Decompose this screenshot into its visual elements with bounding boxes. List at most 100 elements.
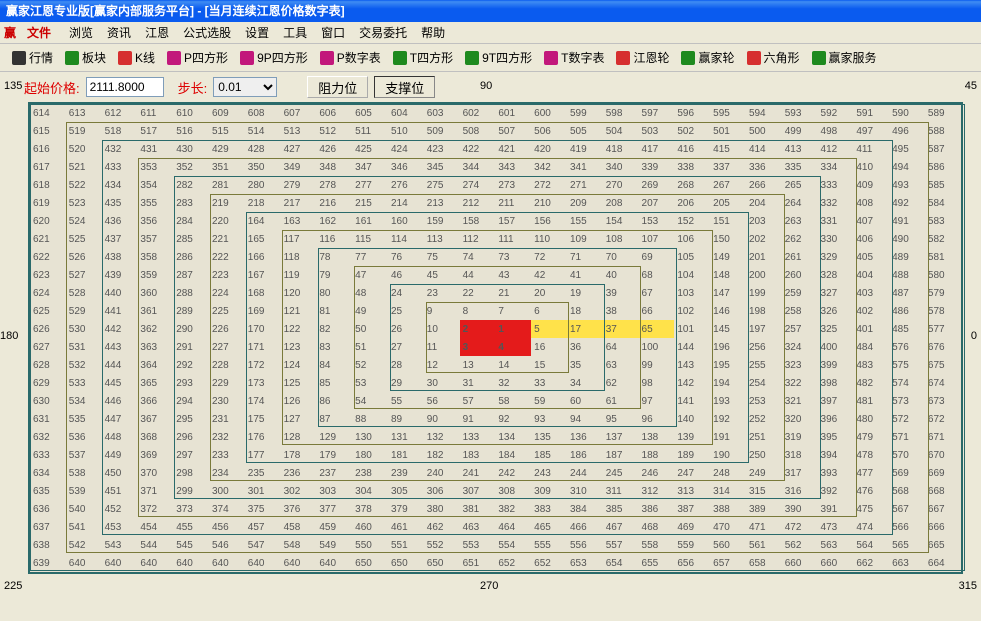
grid-cell[interactable]: 288	[173, 284, 209, 302]
grid-cell[interactable]: 420	[531, 140, 567, 158]
grid-cell[interactable]: 383	[531, 500, 567, 518]
grid-cell[interactable]: 290	[173, 320, 209, 338]
grid-cell[interactable]: 586	[925, 158, 961, 176]
grid-cell[interactable]: 654	[603, 554, 639, 572]
grid-cell[interactable]: 622	[30, 248, 66, 266]
grid-cell[interactable]: 554	[495, 536, 531, 554]
grid-cell[interactable]: 552	[424, 536, 460, 554]
grid-cell[interactable]: 423	[424, 140, 460, 158]
grid-cell[interactable]: 73	[495, 248, 531, 266]
grid-cell[interactable]: 327	[818, 284, 854, 302]
grid-cell[interactable]: 176	[245, 428, 281, 446]
grid-cell[interactable]: 249	[746, 464, 782, 482]
grid-cell[interactable]: 200	[746, 266, 782, 284]
grid-cell[interactable]: 559	[674, 536, 710, 554]
grid-cell[interactable]: 278	[316, 176, 352, 194]
grid-cell[interactable]: 629	[30, 374, 66, 392]
grid-cell[interactable]: 304	[352, 482, 388, 500]
grid-cell[interactable]: 369	[137, 446, 173, 464]
grid-cell[interactable]: 405	[853, 248, 889, 266]
grid-cell[interactable]: 521	[66, 158, 102, 176]
grid-cell[interactable]: 164	[245, 212, 281, 230]
grid-cell[interactable]: 110	[531, 230, 567, 248]
grid-cell[interactable]: 4	[495, 338, 531, 356]
grid-cell[interactable]: 583	[925, 212, 961, 230]
grid-cell[interactable]: 456	[209, 518, 245, 536]
grid-cell[interactable]: 258	[782, 302, 818, 320]
grid-cell[interactable]: 177	[245, 446, 281, 464]
grid-cell[interactable]: 193	[710, 392, 746, 410]
grid-cell[interactable]: 147	[710, 284, 746, 302]
grid-cell[interactable]: 139	[674, 428, 710, 446]
grid-cell[interactable]: 96	[639, 410, 675, 428]
grid-cell[interactable]: 307	[460, 482, 496, 500]
grid-cell[interactable]: 125	[281, 374, 317, 392]
grid-cell[interactable]: 295	[173, 410, 209, 428]
grid-cell[interactable]: 191	[710, 428, 746, 446]
grid-cell[interactable]: 103	[674, 284, 710, 302]
grid-cell[interactable]: 160	[388, 212, 424, 230]
grid-cell[interactable]: 150	[710, 230, 746, 248]
grid-cell[interactable]: 42	[531, 266, 567, 284]
grid-cell[interactable]: 328	[818, 266, 854, 284]
grid-cell[interactable]: 323	[782, 356, 818, 374]
grid-cell[interactable]: 302	[281, 482, 317, 500]
grid-cell[interactable]: 566	[889, 518, 925, 536]
grid-cell[interactable]: 615	[30, 122, 66, 140]
grid-cell[interactable]: 444	[102, 356, 138, 374]
grid-cell[interactable]: 569	[889, 464, 925, 482]
grid-cell[interactable]: 550	[352, 536, 388, 554]
grid-cell[interactable]: 400	[818, 338, 854, 356]
grid-cell[interactable]: 474	[853, 518, 889, 536]
grid-cell[interactable]: 62	[603, 374, 639, 392]
grid-cell[interactable]: 274	[460, 176, 496, 194]
grid-cell[interactable]: 172	[245, 356, 281, 374]
grid-cell[interactable]: 114	[388, 230, 424, 248]
grid-cell[interactable]: 109	[567, 230, 603, 248]
grid-cell[interactable]: 189	[674, 446, 710, 464]
grid-cell[interactable]: 593	[782, 104, 818, 122]
grid-cell[interactable]: 455	[173, 518, 209, 536]
grid-cell[interactable]: 329	[818, 248, 854, 266]
grid-cell[interactable]: 240	[424, 464, 460, 482]
grid-cell[interactable]: 418	[603, 140, 639, 158]
grid-cell[interactable]: 469	[674, 518, 710, 536]
grid-cell[interactable]: 428	[245, 140, 281, 158]
grid-cell[interactable]: 534	[66, 392, 102, 410]
grid-cell[interactable]: 653	[567, 554, 603, 572]
grid-cell[interactable]: 379	[388, 500, 424, 518]
grid-cell[interactable]: 476	[853, 482, 889, 500]
grid-cell[interactable]: 159	[424, 212, 460, 230]
grid-cell[interactable]: 297	[173, 446, 209, 464]
grid-cell[interactable]: 264	[782, 194, 818, 212]
grid-cell[interactable]: 394	[818, 446, 854, 464]
grid-cell[interactable]: 662	[853, 554, 889, 572]
menu-item[interactable]: 设置	[238, 26, 276, 40]
grid-cell[interactable]: 417	[639, 140, 675, 158]
step-select[interactable]: 0.01	[213, 77, 277, 97]
grid-cell[interactable]: 650	[424, 554, 460, 572]
grid-cell[interactable]: 257	[782, 320, 818, 338]
grid-cell[interactable]: 547	[245, 536, 281, 554]
grid-cell[interactable]: 391	[818, 500, 854, 518]
grid-cell[interactable]: 79	[316, 266, 352, 284]
grid-cell[interactable]: 233	[209, 446, 245, 464]
grid-cell[interactable]: 461	[388, 518, 424, 536]
grid-cell[interactable]: 346	[388, 158, 424, 176]
grid-cell[interactable]: 38	[603, 302, 639, 320]
grid-cell[interactable]: 66	[639, 302, 675, 320]
toolbar-button[interactable]: 赢家轮	[677, 49, 738, 66]
grid-cell[interactable]: 322	[782, 374, 818, 392]
grid-cell[interactable]: 475	[853, 500, 889, 518]
grid-cell[interactable]: 151	[710, 212, 746, 230]
grid-cell[interactable]: 201	[746, 248, 782, 266]
grid-cell[interactable]: 153	[639, 212, 675, 230]
grid-cell[interactable]: 81	[316, 302, 352, 320]
grid-cell[interactable]: 268	[674, 176, 710, 194]
grid-cell[interactable]: 13	[460, 356, 496, 374]
grid-cell[interactable]: 555	[531, 536, 567, 554]
grid-cell[interactable]: 280	[245, 176, 281, 194]
grid-cell[interactable]: 134	[495, 428, 531, 446]
grid-cell[interactable]: 196	[710, 338, 746, 356]
grid-cell[interactable]: 600	[531, 104, 567, 122]
